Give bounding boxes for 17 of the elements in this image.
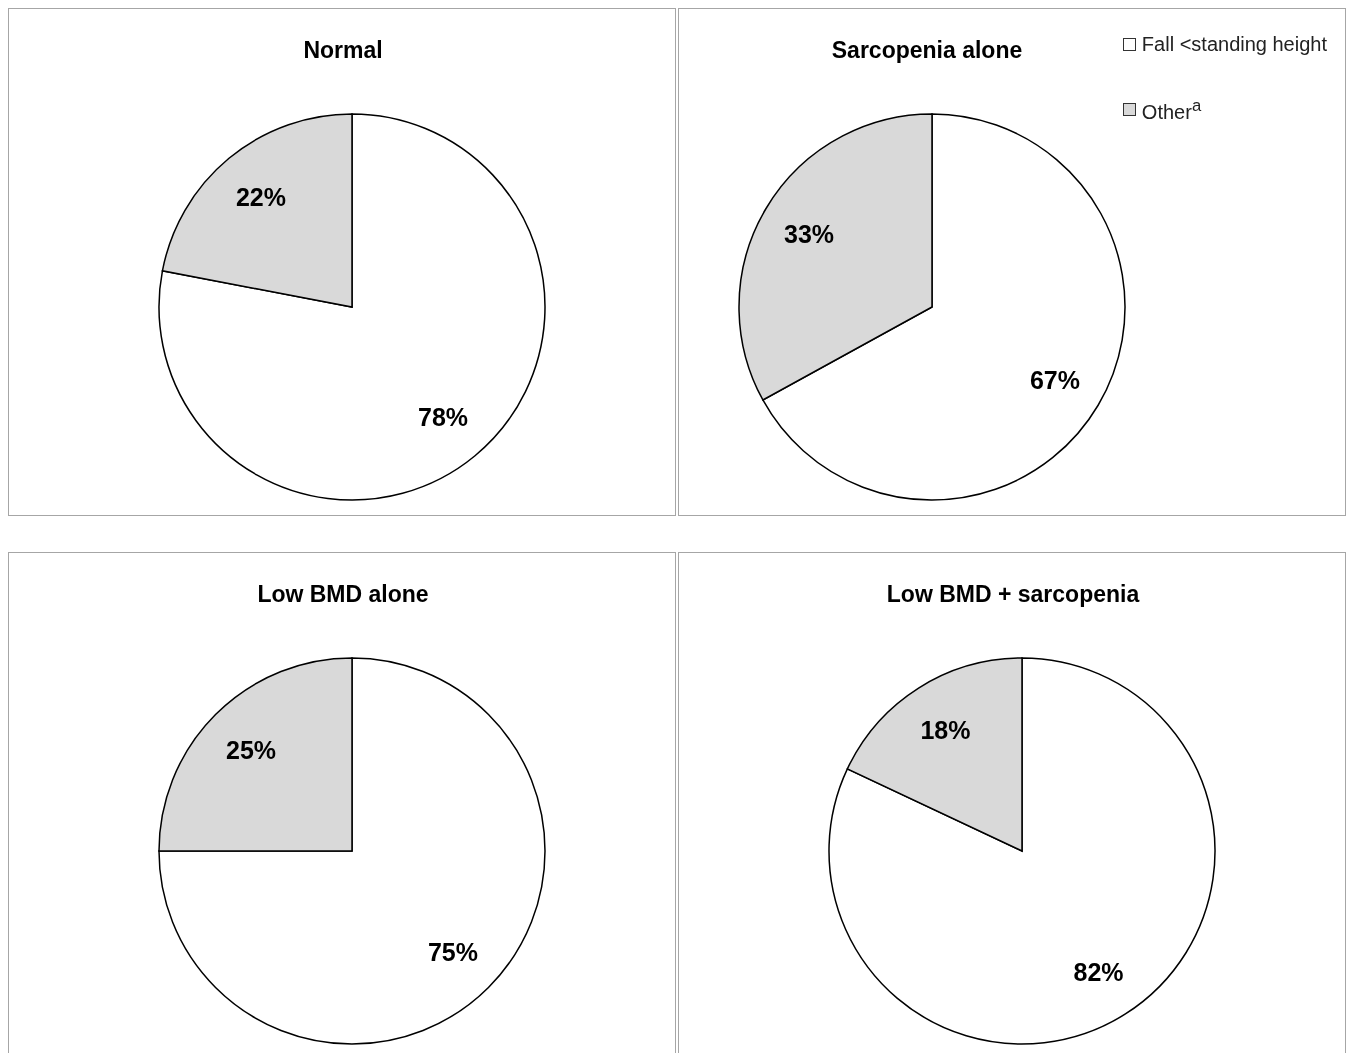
legend-label: Other$^{a}$ [1141,96,1202,124]
data-label: 18% [920,716,971,745]
data-label: 75% [427,937,479,966]
pie-slice [158,113,546,501]
data-label: 82% [1073,957,1124,986]
data-label: 67% [1029,365,1080,394]
data-label: 78% [418,403,469,432]
data-label: 33% [784,220,835,249]
data-label: 25% [225,736,277,765]
chart-title: Sarcopenia alone [831,37,1023,63]
pie-slice [158,657,546,1045]
slice-label: Fall <standing height [1141,33,1327,56]
data-label: 22% [235,182,286,211]
chart-title: Low BMD + sarcopenia [885,581,1141,608]
pie-slice [828,657,1216,1045]
chart-title: Normal [302,37,384,64]
chart-title: Low BMD alone [256,581,430,608]
